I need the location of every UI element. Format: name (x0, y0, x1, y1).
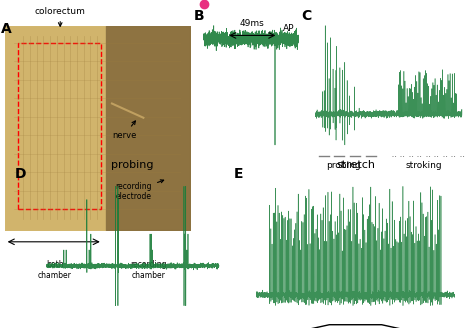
Text: D: D (15, 167, 27, 181)
Text: AP: AP (283, 24, 294, 33)
Text: C: C (301, 9, 312, 23)
Text: 49ms: 49ms (240, 19, 264, 28)
Text: stroking: stroking (406, 161, 442, 170)
Text: colorectum: colorectum (35, 7, 86, 26)
Text: nerve: nerve (112, 121, 137, 140)
Text: [50 mN: [50 mN (34, 327, 67, 328)
Text: recording
electrode: recording electrode (116, 180, 164, 201)
Text: B: B (194, 9, 204, 23)
Bar (18, 43, 101, 209)
Text: bath
chamber: bath chamber (38, 260, 72, 279)
Text: recording
chamber: recording chamber (131, 260, 167, 279)
Text: probing: probing (111, 160, 154, 170)
Text: E: E (233, 167, 243, 181)
Text: stretch: stretch (336, 160, 375, 170)
Text: A: A (1, 22, 12, 36)
Text: [100 mN: [100 mN (242, 327, 281, 328)
Text: probing: probing (326, 161, 361, 170)
